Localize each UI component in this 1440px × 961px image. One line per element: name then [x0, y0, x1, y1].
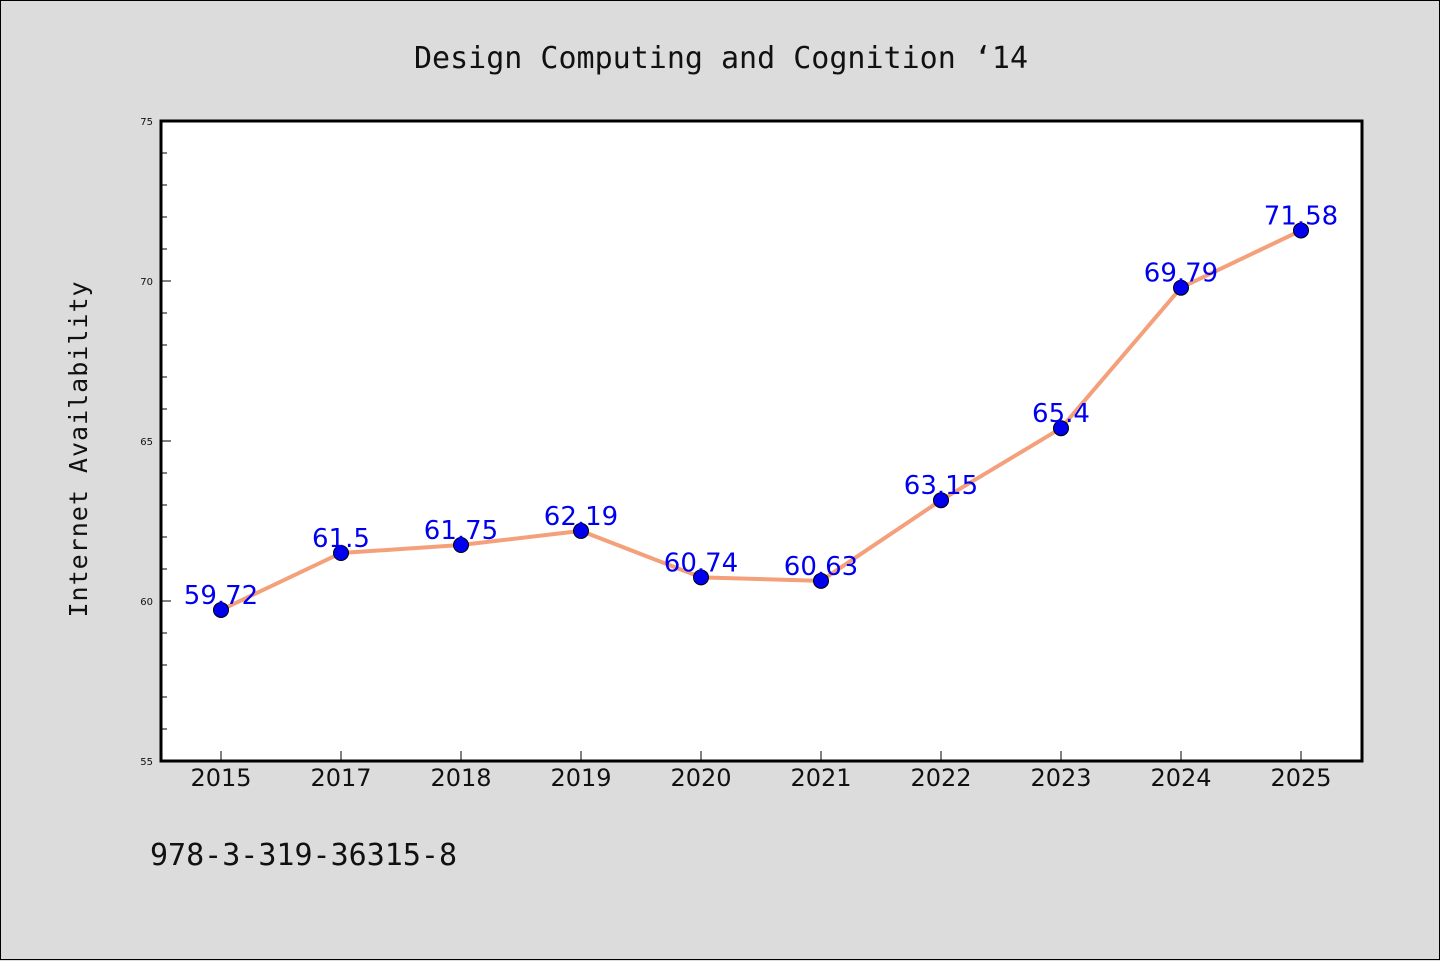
- x-tick-label: 2024: [1150, 764, 1211, 792]
- data-label: 61.75: [424, 516, 498, 546]
- series-line-group: [220, 228, 1302, 612]
- x-tick-label: 2021: [790, 764, 851, 792]
- data-point-marker: [213, 601, 229, 618]
- x-axis: 2015 2017 2018 2019 2020 2021 2022 2023 2024 2025: [190, 751, 1332, 792]
- data-label: 62.19: [544, 502, 618, 532]
- data-point-marker: [573, 522, 589, 539]
- y-tick-label: 55: [140, 757, 153, 768]
- y-tick-label: 75: [140, 117, 153, 128]
- y-tick-label: 70: [140, 277, 153, 288]
- data-label: 60.74: [664, 548, 738, 578]
- data-label: 71.58: [1264, 201, 1338, 231]
- x-tick-label: 2015: [190, 764, 251, 792]
- x-tick-label: 2023: [1030, 764, 1091, 792]
- marker-group: [213, 222, 1309, 618]
- x-tick-label: 2018: [430, 764, 491, 792]
- data-label: 59.72: [184, 581, 258, 611]
- data-point-marker: [333, 545, 349, 561]
- isbn-footer: 978-3-319-36315-8: [150, 838, 457, 873]
- chart-title: Design Computing and Cognition ‘14: [414, 41, 1028, 76]
- x-tick-label: 2017: [310, 764, 371, 792]
- x-tick-label: 2025: [1270, 764, 1331, 792]
- x-tick-label: 2020: [670, 764, 731, 792]
- series-line: [220, 228, 1302, 612]
- plot-border: [159, 119, 1364, 763]
- y-tick-label: 65: [140, 437, 153, 448]
- data-label: 61.5: [312, 524, 370, 554]
- data-point-marker: [1293, 222, 1309, 239]
- data-point-marker: [693, 569, 709, 586]
- data-label-group: 59.72 61.5 61.75 62.19 60.74 60.63 63.15 65.4 69…: [184, 201, 1338, 611]
- data-label: 63.15: [904, 471, 978, 501]
- data-point-marker: [813, 572, 829, 589]
- plot-area: [161, 121, 1362, 761]
- y-axis-label: Internet Availability: [64, 280, 93, 617]
- data-label: 60.63: [784, 552, 858, 582]
- data-label: 69.79: [1144, 259, 1218, 289]
- data-label: 65.4: [1032, 399, 1090, 429]
- y-tick-label: 60: [140, 597, 153, 608]
- data-point-marker: [933, 492, 949, 509]
- data-point-marker: [1053, 420, 1069, 437]
- x-tick-label: 2022: [910, 764, 971, 792]
- data-point-marker: [1173, 279, 1189, 296]
- data-point-marker: [453, 537, 469, 553]
- x-tick-label: 2019: [550, 764, 611, 792]
